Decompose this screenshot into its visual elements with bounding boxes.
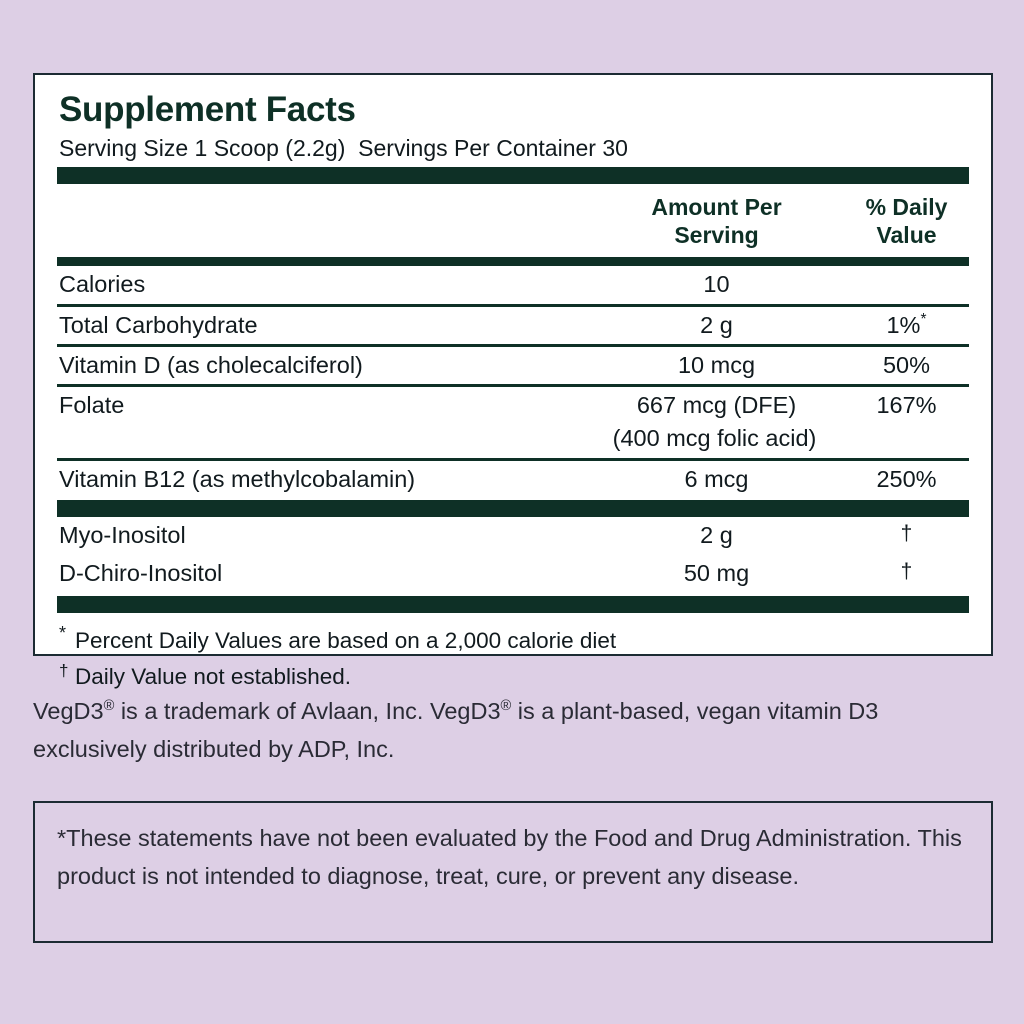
page-title: Supplement Facts [59, 90, 356, 129]
column-header-amount-per-serving: Amount Per Serving [589, 184, 844, 257]
nutrient-daily-value [844, 266, 969, 277]
nutrient-name: Vitamin B12 (as methylcobalamin) [59, 465, 416, 492]
table-row: D-Chiro-Inositol 50 mg † [57, 555, 969, 592]
row-divider [57, 457, 969, 461]
nutrient-name: Vitamin D (as cholecalciferol) [59, 352, 363, 379]
nutrient-name: Calories [59, 271, 146, 298]
column-header-amount-line2: Serving [674, 222, 759, 249]
nutrient-amount: 50 mg [683, 559, 750, 586]
table-row: Folate 667 mcg (DFE) 167% [57, 387, 969, 424]
footnote-item: † Daily Value not established. [59, 660, 351, 690]
serving-size-line: Serving Size 1 Scoop (2.2g) Servings Per… [59, 135, 628, 161]
column-header-daily-value: % Daily Value [844, 184, 969, 257]
trademark-part3: is a plant-based, vegan vitamin D3 exclu… [33, 698, 879, 763]
footnote-text: Daily Value not established. [75, 664, 351, 690]
table-row: Vitamin D (as cholecalciferol) 10 mcg 50… [57, 347, 969, 384]
nutrient-amount-secondary: (400 mcg folic acid) [612, 424, 817, 451]
spacer [57, 425, 587, 458]
table-row: Total Carbohydrate 2 g 1%* [57, 307, 969, 344]
nutrient-name: Folate [59, 392, 125, 419]
rule-under-header [57, 257, 969, 267]
rule-heavy-top [57, 167, 969, 185]
table-row-subline: (400 mcg folic acid) [57, 425, 969, 458]
nutrient-daily-value: † [900, 522, 913, 546]
fda-disclaimer-text: *These statements have not been evaluate… [57, 825, 962, 890]
nutrient-amount: 2 g [700, 522, 733, 549]
nutrient-amount: 10 [703, 271, 730, 298]
nutrient-name: Myo-Inositol [59, 522, 186, 549]
nutrient-amount: 2 g [700, 311, 733, 338]
footnote-list: * Percent Daily Values are based on a 2,0… [57, 623, 969, 696]
footnote-text: Percent Daily Values are based on a 2,00… [75, 627, 617, 653]
nutrient-amount: 667 mcg (DFE) [636, 392, 797, 419]
trademark-notice: VegD3® is a trademark of Avlaan, Inc. Ve… [33, 692, 933, 768]
row-divider [57, 344, 969, 348]
footnote-item: * Percent Daily Values are based on a 2,0… [59, 623, 617, 653]
column-header-dv-line1: % Daily [865, 194, 948, 221]
footnote-marker-asterisk: * [920, 310, 927, 328]
column-header-amount-line1: Amount Per [651, 194, 782, 221]
fda-disclaimer-box: *These statements have not been evaluate… [33, 801, 993, 943]
column-header-nutrient [57, 184, 589, 195]
nutrient-amount: 10 mcg [677, 352, 756, 379]
column-header-dv-line2: Value [876, 222, 937, 249]
table-row: Calories 10 [57, 266, 969, 303]
registered-trademark-icon: ® [500, 698, 512, 715]
supplement-facts-panel: Supplement Facts Serving Size 1 Scoop (2… [33, 73, 993, 689]
trademark-part2: is a trademark of Avlaan, Inc. VegD3 [114, 698, 501, 724]
nutrient-daily-value: 50% [882, 352, 931, 379]
nutrient-daily-value: 1%* [844, 307, 969, 344]
nutrient-daily-value: 167% [876, 392, 937, 419]
nutrient-daily-value: † [900, 559, 913, 583]
rule-heavy-bottom [57, 595, 969, 613]
nutrient-dv-value: 1% [886, 311, 921, 338]
row-divider [57, 384, 969, 388]
nutrient-name: Total Carbohydrate [59, 311, 258, 338]
table-row: Myo-Inositol 2 g † [57, 517, 969, 554]
nutrient-name: D-Chiro-Inositol [59, 559, 223, 586]
registered-trademark-icon: ® [103, 698, 115, 715]
trademark-part1: VegD3 [33, 698, 104, 724]
table-header-row: Amount Per Serving % Daily Value [57, 184, 969, 257]
row-divider [57, 303, 969, 307]
nutrient-daily-value: 250% [876, 465, 937, 492]
table-row: Vitamin B12 (as methylcobalamin) 6 mcg 2… [57, 461, 969, 498]
rule-heavy-middle [57, 500, 969, 518]
nutrient-amount: 6 mcg [684, 465, 749, 492]
spacer [842, 425, 969, 458]
